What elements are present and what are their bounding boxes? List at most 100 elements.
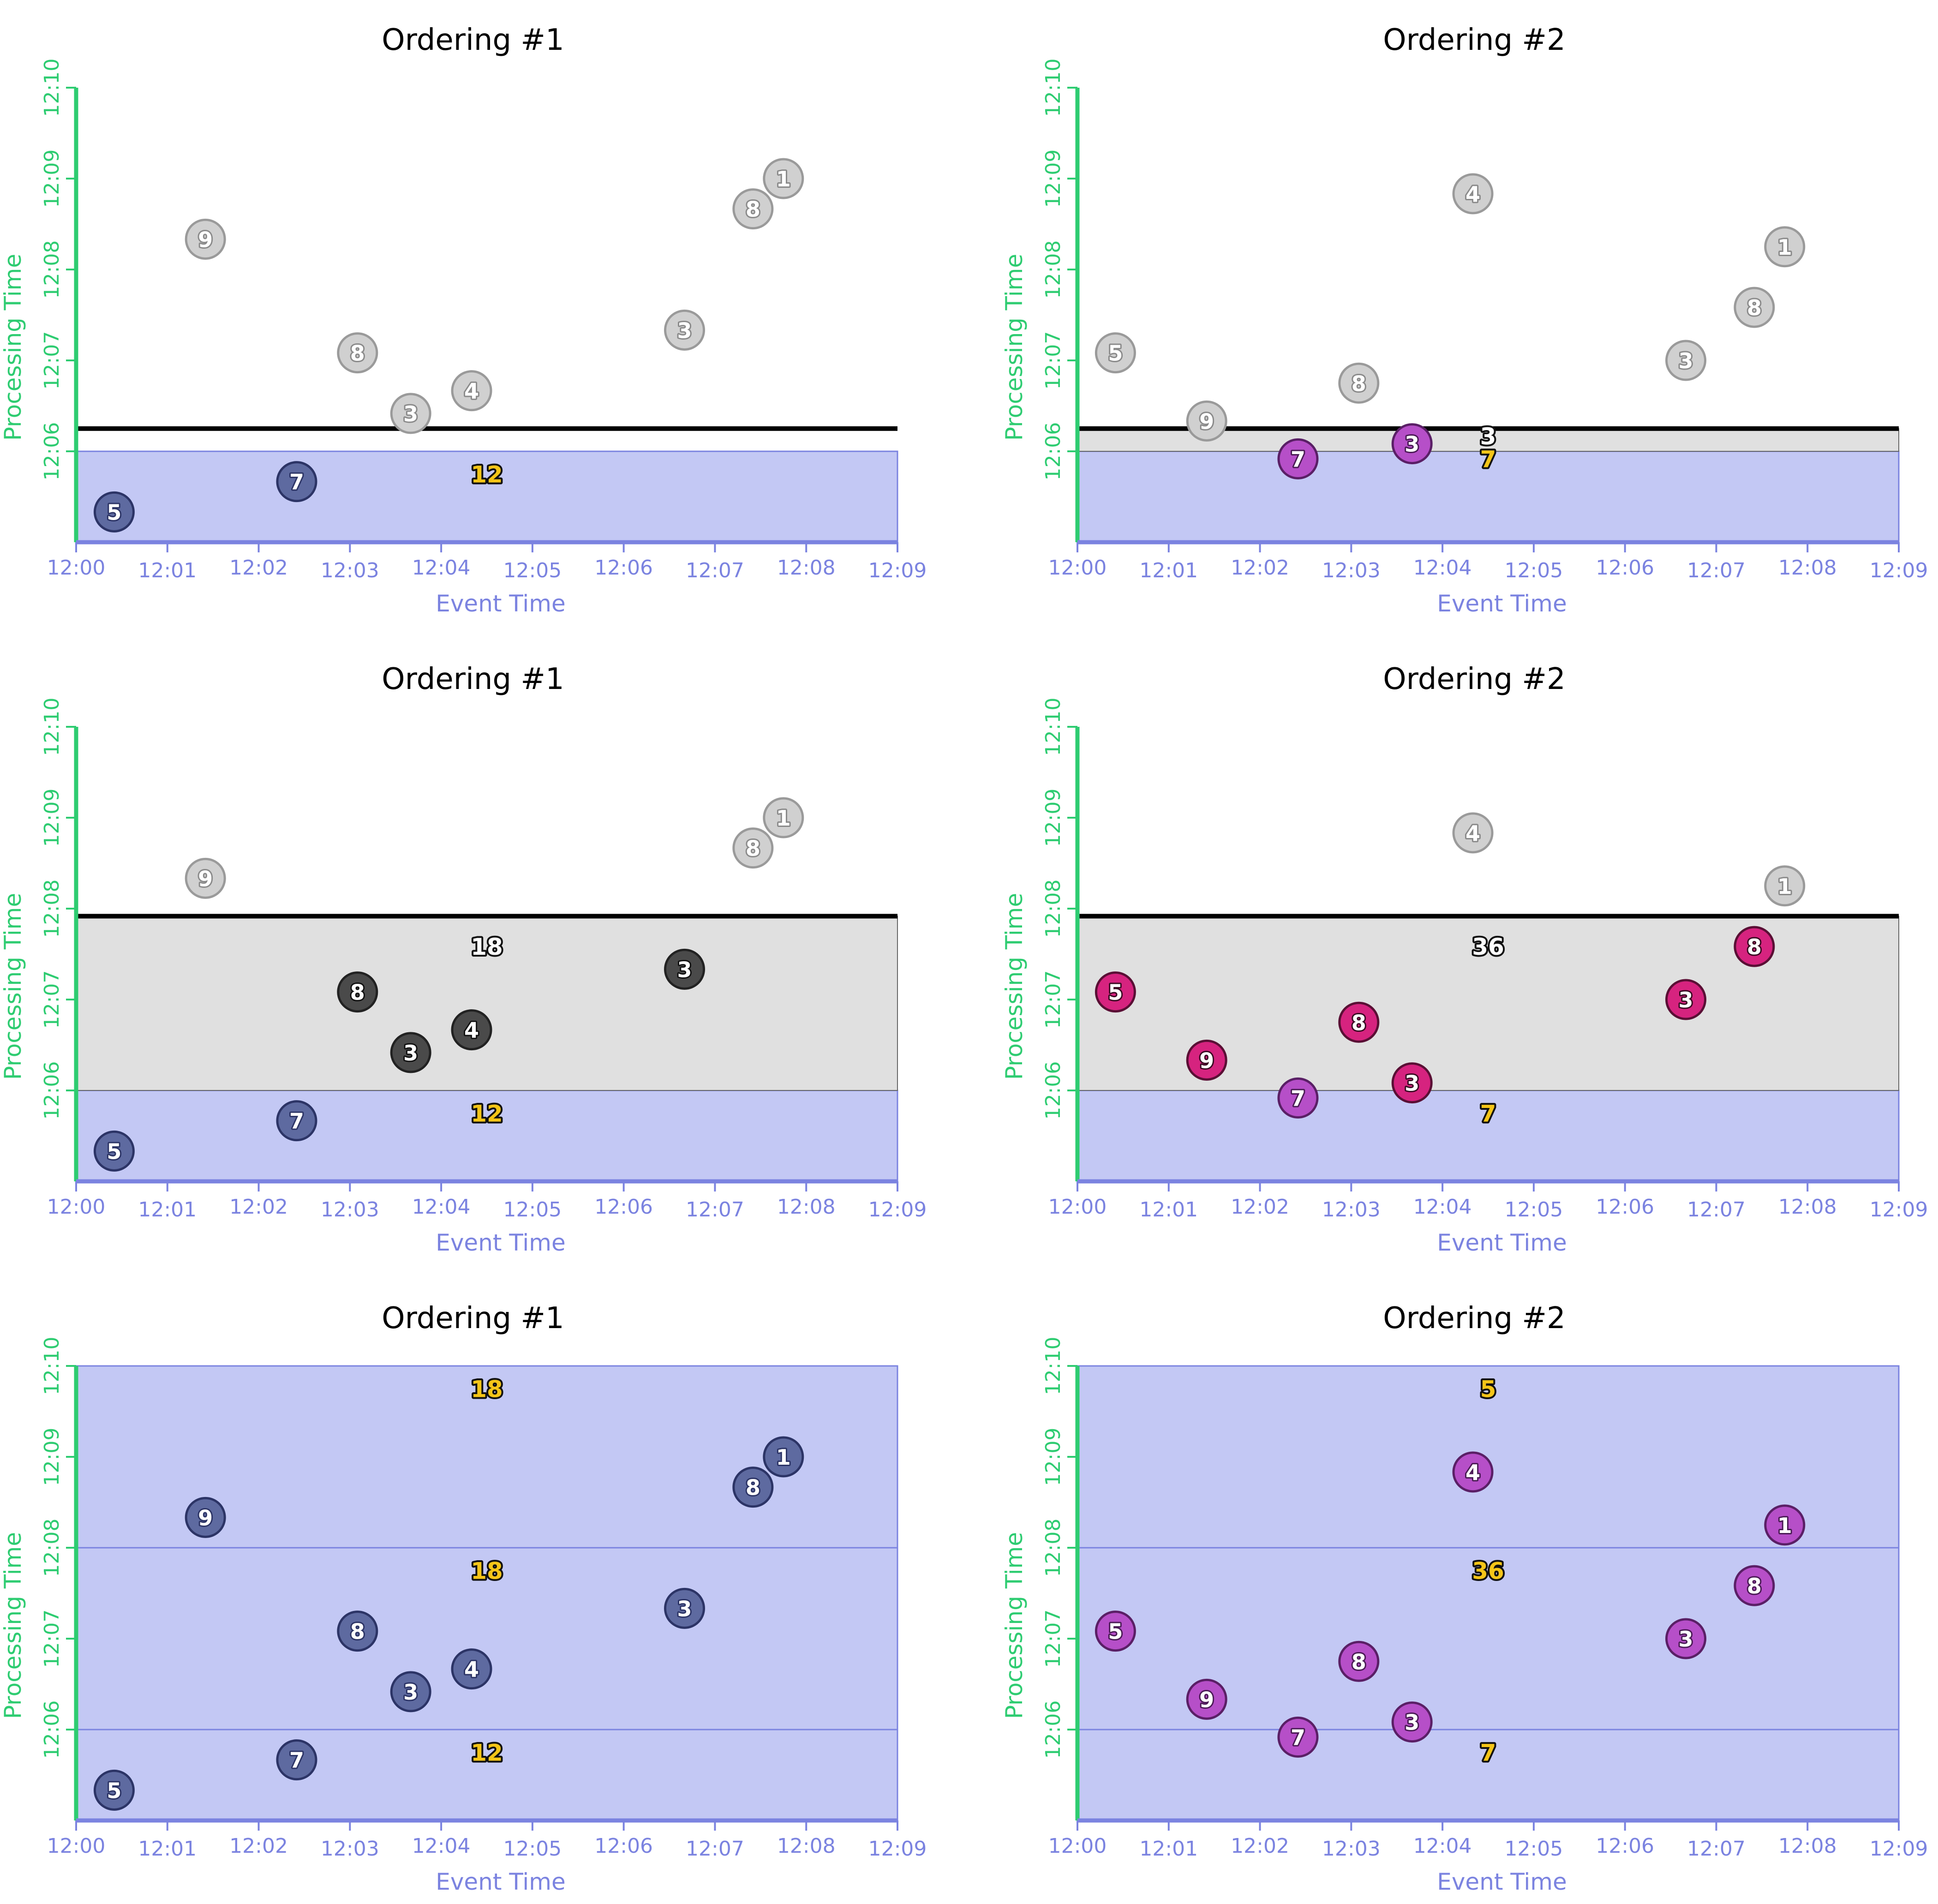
data-point-value: 8: [350, 341, 365, 366]
data-point-circle: [276, 1100, 317, 1142]
y-tick-label: 12:08: [40, 240, 64, 299]
x-axis-label: Event Time: [436, 1868, 566, 1895]
fired-pane-region: [1077, 1090, 1900, 1182]
y-tick-label: 12:08: [1041, 240, 1065, 299]
x-tick-label: 12:05: [503, 1837, 562, 1861]
chart-title: Ordering #1: [382, 23, 564, 57]
y-axis-label: Processing Time: [1001, 893, 1028, 1080]
data-point-value: 1: [776, 1445, 791, 1470]
x-tick-label: 12:00: [1048, 556, 1107, 580]
data-point-value: 9: [1199, 1048, 1214, 1073]
x-tick-label: 12:08: [1778, 1834, 1837, 1858]
result-sum-label: 3: [1480, 423, 1496, 450]
data-point-value: 8: [746, 1475, 760, 1500]
x-axis-label: Event Time: [1437, 1868, 1567, 1895]
data-point: 4: [451, 1009, 492, 1051]
result-sum-label: 12: [471, 461, 503, 488]
data-point-value: 9: [198, 227, 213, 252]
data-point-value: 7: [1291, 1725, 1305, 1750]
y-axis-label: Processing Time: [0, 254, 26, 441]
y-tick-label: 12:07: [40, 331, 64, 390]
x-tick-label: 12:08: [777, 1195, 836, 1219]
inflight-region: [76, 916, 898, 1091]
x-tick-label: 12:04: [412, 556, 471, 580]
data-point-value: 8: [1747, 934, 1762, 959]
data-point-value: 7: [289, 1748, 304, 1773]
x-tick-label: 12:07: [1687, 1837, 1746, 1861]
data-point-circle: [1764, 226, 1806, 268]
data-point: 5: [1095, 971, 1136, 1013]
x-tick-label: 12:02: [229, 556, 288, 580]
data-point-value: 8: [1747, 1574, 1762, 1599]
data-point-circle: [1452, 812, 1494, 854]
data-point-circle: [763, 797, 804, 838]
data-point: 5: [1095, 1611, 1136, 1652]
data-point: 8: [1338, 1001, 1380, 1043]
data-point-circle: [1452, 1451, 1494, 1493]
data-point-circle: [664, 948, 706, 990]
result-sum-label: 7: [1480, 1739, 1496, 1766]
chart-panel-2: Ordering #2 12:00 12:01 12:02 12:03 12:04 12:0…: [1001, 23, 1928, 617]
x-tick-label: 12:03: [1322, 559, 1381, 582]
data-point-value: 9: [198, 866, 213, 891]
y-tick-label: 12:08: [40, 1519, 64, 1577]
data-point-value: 4: [1465, 182, 1480, 207]
y-tick-label: 12:10: [1041, 1337, 1065, 1395]
y-tick-label: 12:09: [40, 150, 64, 208]
data-point: 8: [1338, 1641, 1380, 1682]
x-tick-label: 12:08: [777, 1834, 836, 1858]
fired-pane-region: [1077, 450, 1900, 543]
data-point-circle: [451, 1009, 492, 1051]
x-tick-label: 12:02: [229, 1195, 288, 1219]
data-point-circle: [1391, 423, 1433, 465]
data-point-circle: [185, 1497, 226, 1538]
x-tick-label: 12:00: [1048, 1834, 1107, 1858]
result-sum-label: 12: [471, 1100, 503, 1127]
x-tick-label: 12:07: [1687, 559, 1746, 582]
data-point-circle: [337, 1611, 378, 1652]
x-tick-label: 12:08: [1778, 556, 1837, 580]
data-point-value: 3: [1679, 348, 1693, 373]
x-tick-label: 12:03: [1322, 1837, 1381, 1861]
data-point: 8: [1734, 287, 1775, 328]
x-tick-label: 12:05: [1504, 1198, 1563, 1221]
y-tick-label: 12:06: [1041, 1700, 1065, 1759]
data-point-value: 1: [1777, 1513, 1792, 1538]
fired-pane-region: [75, 450, 898, 543]
data-point: 8: [1734, 1565, 1775, 1606]
data-point-value: 4: [464, 1657, 479, 1682]
data-point-circle: [1764, 865, 1806, 907]
data-point-circle: [1186, 1678, 1227, 1720]
data-point-circle: [1452, 173, 1494, 215]
data-point-value: 8: [1352, 1010, 1366, 1035]
data-point-circle: [93, 1130, 135, 1172]
data-point-circle: [1734, 926, 1775, 967]
data-point: 9: [185, 1497, 226, 1538]
data-point-circle: [1277, 1077, 1319, 1119]
x-tick-label: 12:04: [412, 1834, 471, 1858]
x-tick-label: 12:00: [1048, 1195, 1107, 1219]
data-point-value: 7: [1291, 1086, 1305, 1111]
data-point-circle: [1277, 1716, 1319, 1758]
chart-title: Ordering #2: [1383, 23, 1566, 57]
x-tick-label: 12:08: [777, 556, 836, 580]
y-tick-label: 12:10: [40, 59, 64, 117]
x-tick-label: 12:00: [47, 556, 106, 580]
y-tick-label: 12:06: [1041, 422, 1065, 481]
y-tick-label: 12:09: [1041, 1428, 1065, 1486]
chart-title: Ordering #2: [1383, 1301, 1566, 1335]
x-tick-label: 12:06: [594, 1834, 653, 1858]
data-point-value: 7: [289, 470, 304, 495]
data-point: 3: [390, 1032, 431, 1073]
chart-panel-1: Ordering #1 12:00 12:01 12:02 12:03 12:04 12:0…: [0, 23, 927, 617]
data-point: 4: [1452, 812, 1494, 854]
data-point: 8: [1338, 362, 1380, 404]
y-tick-label: 12:08: [40, 880, 64, 938]
data-point-value: 5: [1108, 341, 1123, 366]
data-point-circle: [390, 393, 431, 434]
data-point: 3: [1391, 1701, 1433, 1743]
data-point: 1: [1764, 226, 1806, 268]
data-point: 9: [185, 857, 226, 899]
data-point: 3: [664, 948, 706, 990]
